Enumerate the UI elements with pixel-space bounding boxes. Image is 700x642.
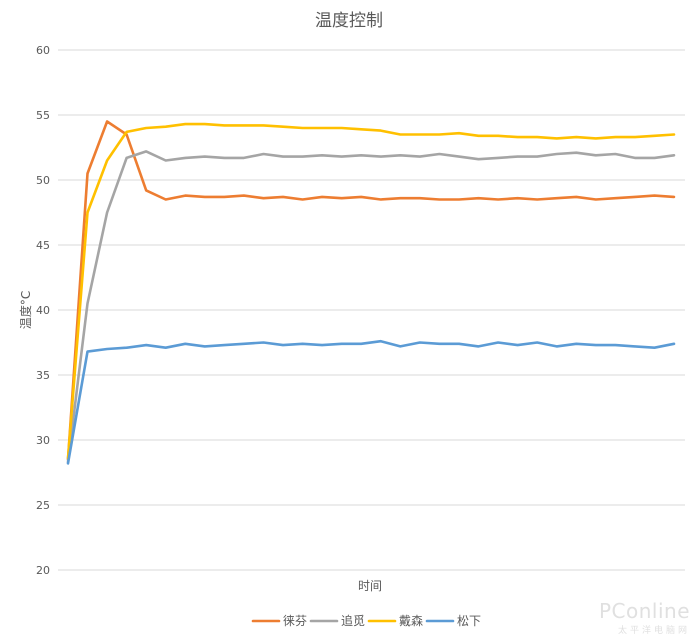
legend-item: 徕芬: [251, 614, 307, 628]
legend: 徕芬 追觅 戴森 松下: [251, 613, 481, 628]
y-axis-label: 温度°C: [18, 291, 33, 329]
y-tick-label: 30: [36, 434, 50, 447]
y-tick-label: 50: [36, 174, 50, 187]
legend-item: 追觅: [309, 613, 365, 628]
legend-label: 追觅: [341, 613, 365, 628]
y-tick-label: 20: [36, 564, 50, 577]
y-tick-label: 55: [36, 109, 50, 122]
y-tick-label: 40: [36, 304, 50, 317]
legend-label: 戴森: [399, 613, 423, 628]
legend-label: 徕芬: [283, 614, 307, 628]
y-axis-ticks: 20 25 30 35 40 45 50 55 60: [36, 44, 50, 577]
series-lines: [66, 120, 676, 465]
x-axis-label: 时间: [358, 579, 382, 593]
series-line-3: [66, 339, 676, 465]
series-line-1: [66, 150, 676, 464]
y-tick-label: 60: [36, 44, 50, 57]
gridlines: [58, 49, 685, 571]
watermark-logo: PConline: [598, 599, 690, 623]
series-line-0: [66, 120, 676, 461]
chart-title: 温度控制: [315, 11, 383, 31]
legend-item: 松下: [425, 614, 481, 628]
watermark-subtitle: 太平洋电脑网: [617, 626, 690, 636]
y-tick-label: 35: [36, 369, 50, 382]
watermark: PConline 太平洋电脑网: [599, 599, 690, 636]
y-tick-label: 25: [36, 499, 50, 512]
y-tick-label: 45: [36, 239, 50, 252]
legend-item: 戴森: [367, 613, 423, 628]
legend-label: 松下: [457, 614, 481, 628]
series-line-2: [66, 122, 676, 460]
